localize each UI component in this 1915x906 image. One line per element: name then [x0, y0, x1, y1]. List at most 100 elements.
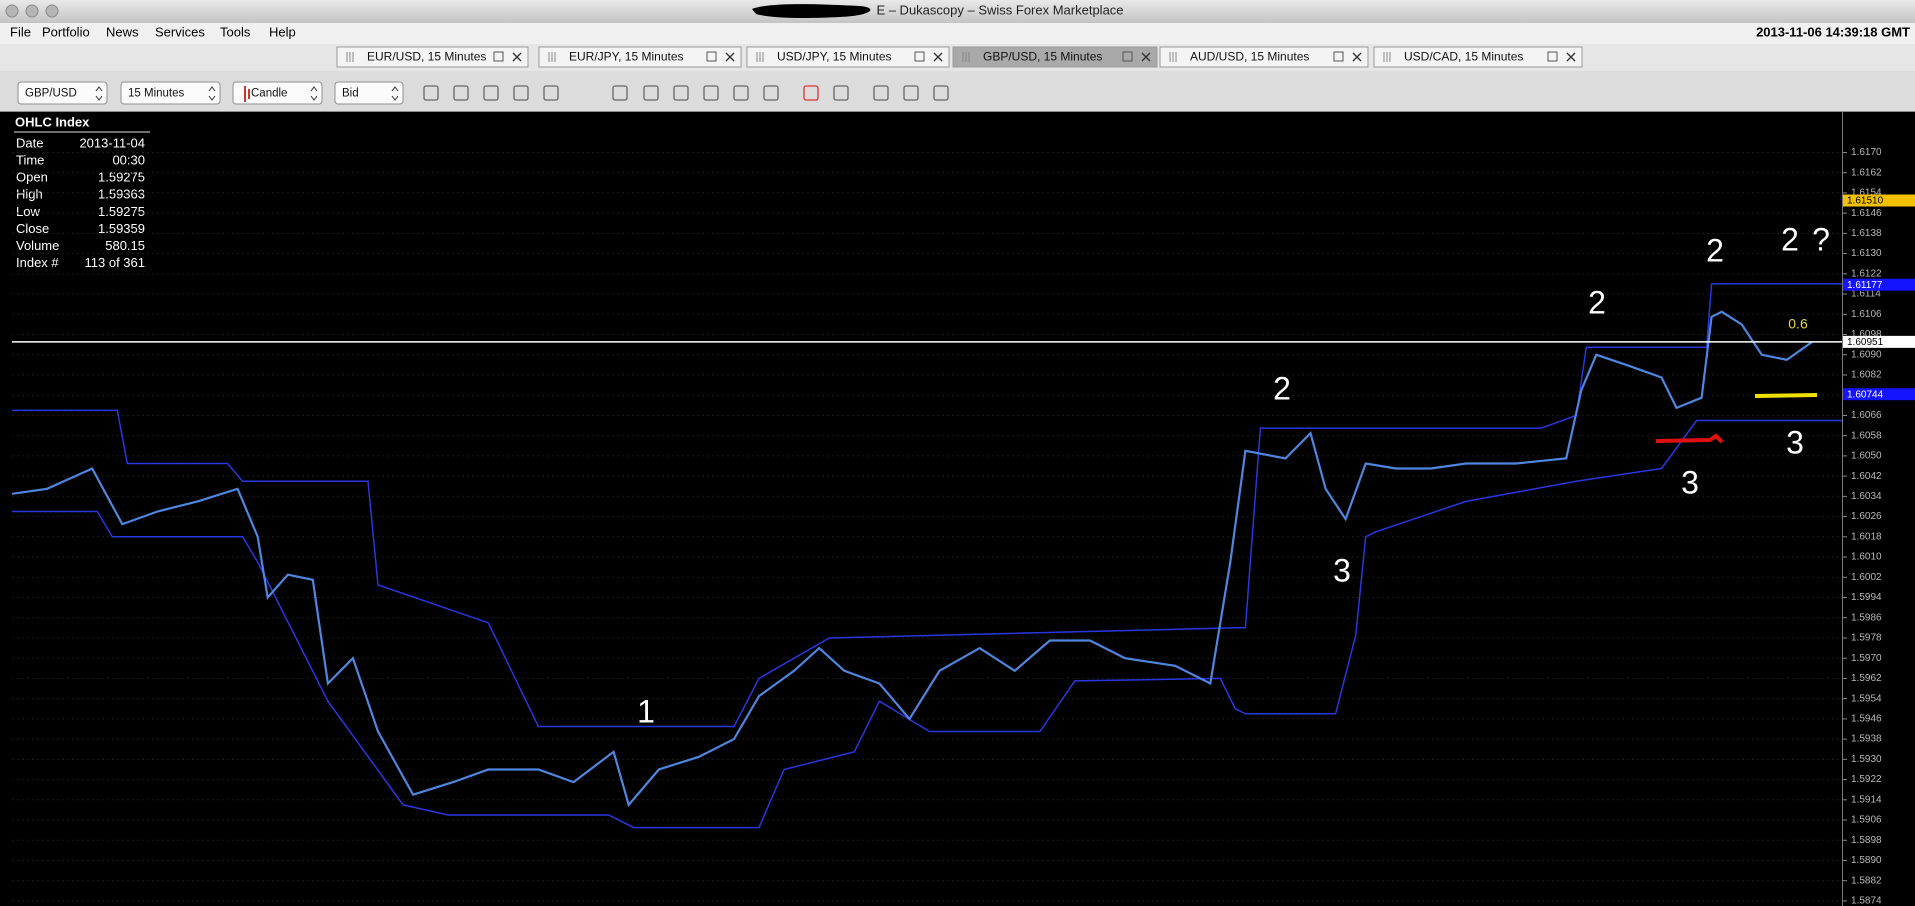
dropdown-label[interactable]: 15 Minutes	[128, 88, 185, 100]
toolbar-icon[interactable]	[873, 85, 889, 101]
y-tick-label: 1.5898	[1851, 835, 1882, 846]
ohlc-value: 2013-11-04	[79, 135, 145, 150]
menu-bar	[0, 23, 1915, 44]
y-tick-label: 1.6154	[1851, 188, 1882, 199]
dropdown-label[interactable]: Bid	[342, 88, 359, 100]
dropdown-arrow	[95, 86, 103, 101]
y-tick-label: 1.5882	[1851, 875, 1882, 886]
toolbar-icon[interactable]	[903, 85, 919, 101]
ohlc-title: OHLC Index	[15, 114, 90, 129]
tab[interactable]	[336, 46, 529, 68]
y-tick-label: 1.5946	[1851, 714, 1882, 725]
menu-item[interactable]: File	[10, 24, 31, 39]
tab-label[interactable]: USD/CAD, 15 Minutes	[1404, 50, 1523, 64]
y-tick-label: 1.6010	[1851, 552, 1882, 563]
menu-item[interactable]: Services	[155, 24, 205, 39]
red-mark	[1655, 433, 1724, 444]
tab-grip	[1383, 52, 1391, 62]
price-marker-box	[1843, 335, 1915, 348]
tab-label[interactable]: AUD/USD, 15 Minutes	[1190, 50, 1309, 64]
toolbar-icon[interactable]	[423, 85, 439, 101]
ohlc-panel: OHLC Index Date 2013-11-04 Time 00:30 Open 1.…	[14, 114, 150, 270]
annotation: 3	[1786, 424, 1804, 460]
channel-line	[12, 419, 1842, 829]
y-tick-label: 1.5922	[1851, 774, 1882, 785]
annotation: 2	[1706, 232, 1724, 268]
dropdown[interactable]	[232, 81, 323, 105]
tab-detach[interactable]	[493, 51, 504, 62]
tab-label[interactable]: EUR/JPY, 15 Minutes	[569, 50, 684, 64]
toolbar-icon[interactable]	[543, 85, 559, 101]
tab[interactable]	[1373, 46, 1583, 68]
tab-label[interactable]: EUR/USD, 15 Minutes	[367, 50, 486, 64]
tab-detach[interactable]	[706, 51, 717, 62]
tab-close[interactable]	[933, 52, 943, 62]
tab-close[interactable]	[1352, 52, 1362, 62]
dropdown[interactable]	[17, 81, 108, 105]
tab-label[interactable]: GBP/USD, 15 Minutes	[983, 50, 1102, 64]
menu-item[interactable]: Help	[269, 24, 296, 39]
y-tick-label: 1.5986	[1851, 612, 1882, 623]
menu-item[interactable]: Tools	[220, 24, 251, 39]
toolbar-icon[interactable]	[612, 85, 628, 101]
zoom-button[interactable]	[45, 4, 59, 18]
dropdown-label[interactable]: Candle	[251, 88, 287, 100]
annotation: 3	[1681, 464, 1699, 500]
toolbar-icon[interactable]	[703, 85, 719, 101]
tab[interactable]	[746, 46, 950, 68]
dropdown[interactable]	[120, 81, 221, 105]
y-tick-label: 1.5954	[1851, 693, 1882, 704]
dropdown[interactable]	[334, 81, 404, 105]
ohlc-field: Low	[16, 204, 40, 219]
menu-item[interactable]: Portfolio	[42, 24, 90, 39]
toolbar-icon[interactable]	[513, 85, 529, 101]
annotation: ?	[1812, 221, 1830, 257]
toolbar-icon[interactable]	[803, 85, 819, 101]
tab[interactable]	[1159, 46, 1369, 68]
ohlc-value: 1.59363	[98, 187, 145, 202]
menu-item[interactable]: News	[106, 24, 139, 39]
toolbar-icon[interactable]	[763, 85, 779, 101]
y-tick-label: 1.6114	[1851, 289, 1881, 300]
y-tick-label: 1.6130	[1851, 248, 1882, 259]
toolbar-icon[interactable]	[643, 85, 659, 101]
ohlc-value: 00:30	[112, 153, 145, 168]
toolbar-icon[interactable]	[453, 85, 469, 101]
yellow-mark	[1754, 393, 1818, 398]
ohlc-field: Close	[16, 221, 49, 236]
ohlc-value: 1.59275	[98, 170, 145, 185]
price-line	[12, 310, 1813, 808]
toolbar-icon[interactable]	[833, 85, 849, 101]
tab-close[interactable]	[1141, 52, 1151, 62]
tab-close[interactable]	[725, 52, 735, 62]
clock: 2013-11-06 14:39:18 GMT	[1756, 24, 1910, 39]
y-tick-label: 1.5914	[1851, 794, 1882, 805]
y-tick-label: 1.6106	[1851, 309, 1882, 320]
candle-icon	[244, 86, 250, 102]
tab-detach[interactable]	[1333, 51, 1344, 62]
tab-detach[interactable]	[1122, 51, 1133, 62]
toolbar-icon[interactable]	[733, 85, 749, 101]
dropdown-label[interactable]: GBP/USD	[25, 88, 77, 100]
annotation: 2	[1781, 221, 1799, 257]
close-button[interactable]	[5, 4, 19, 18]
tab-detach[interactable]	[914, 51, 925, 62]
minimize-button[interactable]	[25, 4, 39, 18]
tab[interactable]	[538, 46, 742, 68]
tab-detach[interactable]	[1547, 51, 1558, 62]
tab-label[interactable]: USD/JPY, 15 Minutes	[777, 50, 892, 64]
ohlc-value: 580.15	[105, 238, 145, 253]
tab-close[interactable]	[512, 52, 522, 62]
toolbar-icon[interactable]	[673, 85, 689, 101]
toolbar-icon[interactable]	[483, 85, 499, 101]
price-marker-label: 1.61510	[1847, 196, 1884, 207]
tab-close[interactable]	[1566, 52, 1576, 62]
price-marker-box	[1843, 388, 1915, 401]
tab[interactable]	[952, 46, 1158, 68]
redaction	[752, 4, 871, 19]
tab-grip	[962, 52, 970, 62]
ohlc-field: Open	[16, 170, 48, 185]
y-tick-label: 1.5890	[1851, 855, 1882, 866]
toolbar-icon[interactable]	[933, 85, 949, 101]
